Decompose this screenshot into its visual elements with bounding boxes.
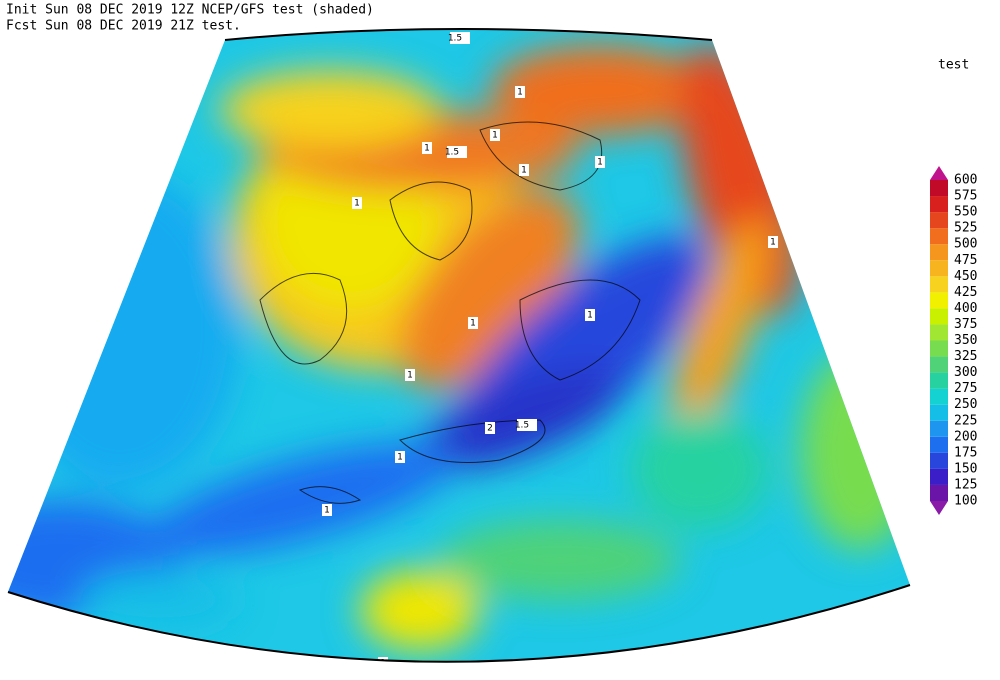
contour-label-box	[352, 197, 362, 209]
contour-label: 1.5	[448, 34, 462, 44]
colorbar-segment	[930, 340, 948, 357]
colorbar-label: 575	[954, 189, 977, 204]
contour-label-box	[422, 142, 432, 154]
contour-label-box	[490, 129, 500, 141]
contour-label-box	[468, 317, 478, 329]
colorbar-segment	[930, 212, 948, 229]
colorbar-segment	[930, 196, 948, 213]
colorbar-label: 125	[954, 477, 977, 492]
colorbar-label: 325	[954, 349, 977, 364]
colorbar-label: 525	[954, 221, 977, 236]
colorbar-label: 475	[954, 253, 977, 268]
contour-label: 1	[354, 199, 360, 209]
colorbar-label: 375	[954, 317, 977, 332]
contour-label-box	[595, 156, 605, 168]
colorbar-label: 250	[954, 397, 977, 412]
contour-label: 1	[492, 131, 498, 141]
colorbar: 1001251501752002252502753003253503754004…	[930, 166, 977, 515]
contour-label-box	[519, 164, 529, 176]
colorbar-label: 225	[954, 413, 977, 428]
contour-label-box	[405, 369, 415, 381]
contour-label: 1	[770, 238, 776, 248]
colorbar-segment	[930, 404, 948, 421]
contour-label-box	[485, 422, 495, 434]
contour-label: 1	[424, 144, 430, 154]
colorbar-segment	[930, 260, 948, 277]
colorbar-label: 425	[954, 285, 977, 300]
contour-label: 1.5	[445, 148, 459, 158]
contour-label: 2	[487, 424, 493, 434]
colorbar-label: 450	[954, 269, 977, 284]
contour-label-box	[515, 86, 525, 98]
colorbar-segment	[930, 452, 948, 469]
colorbar-segment	[930, 356, 948, 373]
colorbar-arrow	[930, 501, 948, 515]
colorbar-label: 200	[954, 429, 977, 444]
colorbar-label: 600	[954, 173, 977, 188]
colorbar-segment	[930, 484, 948, 501]
contour-label: 1	[324, 506, 330, 516]
contour-label: 1	[517, 88, 523, 98]
contour-label: 1.5	[455, 664, 469, 674]
colorbar-segment	[930, 372, 948, 389]
colorbar-label: 500	[954, 237, 977, 252]
contour-label-box	[821, 234, 831, 246]
colorbar-segment	[930, 420, 948, 437]
contour-label: 1	[470, 319, 476, 329]
colorbar-segment	[930, 324, 948, 341]
header-line: Init Sun 08 DEC 2019 12Z NCEP/GFS test (…	[6, 3, 374, 18]
contour-label-box	[450, 32, 470, 44]
colorbar-label: 300	[954, 365, 977, 380]
contour-label-box	[395, 451, 405, 463]
colorbar-label: 275	[954, 381, 977, 396]
contour-label-box	[768, 236, 778, 248]
colorbar-label: 100	[954, 494, 977, 509]
header-line: Fcst Sun 08 DEC 2019 21Z test.	[6, 19, 241, 34]
contour-label-box	[585, 309, 595, 321]
colorbar-label: 550	[954, 205, 977, 220]
contour-label: 1	[823, 236, 829, 246]
colorbar-segment	[930, 180, 948, 197]
contour-label: 1	[587, 311, 593, 321]
colorbar-label: 400	[954, 301, 977, 316]
contour-label-box	[447, 146, 467, 158]
colorbar-segment	[930, 308, 948, 325]
colorbar-segment	[930, 228, 948, 245]
colorbar-segment	[930, 436, 948, 453]
colorbar-segment	[930, 292, 948, 309]
contour-label: 1	[597, 158, 603, 168]
colorbar-arrow	[930, 166, 948, 180]
contour-label-box	[322, 504, 332, 516]
colorbar-title: test	[938, 58, 969, 73]
colorbar-segment	[930, 468, 948, 485]
colorbar-segment	[930, 244, 948, 261]
contour-label: 1	[407, 371, 413, 381]
colorbar-segment	[930, 276, 948, 293]
colorbar-label: 150	[954, 461, 977, 476]
map-border	[7, 28, 911, 663]
contour-label: 1	[521, 166, 527, 176]
contour-label: 1.5	[515, 421, 529, 431]
colorbar-label: 350	[954, 333, 977, 348]
contour-label: 1	[397, 453, 403, 463]
contour-label-box	[457, 662, 477, 674]
colorbar-segment	[930, 388, 948, 405]
contour-label-box	[517, 419, 537, 431]
colorbar-label: 175	[954, 445, 977, 460]
